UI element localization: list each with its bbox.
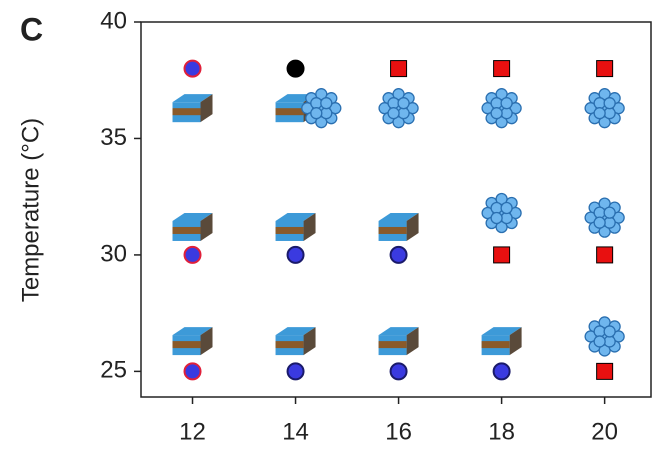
sponge-pore: [604, 207, 615, 218]
sponge-pore: [491, 212, 502, 223]
y-tick-label: 35: [100, 124, 127, 151]
sponge-pore: [491, 108, 502, 119]
y-tick-label: 25: [100, 357, 127, 384]
y-axis-label: Temperature (°C): [17, 118, 44, 302]
sponge-pore: [501, 98, 512, 109]
sponge-pore: [594, 108, 605, 119]
sponge-icon: [585, 317, 624, 356]
marker-circle: [185, 363, 201, 379]
x-tick-label: 16: [385, 418, 412, 445]
film-layer: [276, 227, 304, 234]
x-tick-label: 20: [591, 418, 618, 445]
film-icon: [379, 213, 419, 241]
film-icon: [482, 327, 522, 355]
film-icon: [379, 327, 419, 355]
x-tick-label: 12: [179, 418, 206, 445]
sponge-icon: [379, 89, 418, 128]
sponge-icon: [482, 193, 521, 232]
marker-circle: [185, 61, 201, 77]
marker-circle: [288, 363, 304, 379]
y-tick-label: 40: [100, 7, 127, 34]
film-icon: [173, 327, 213, 355]
x-tick-label: 18: [488, 418, 515, 445]
film-icon: [173, 94, 213, 122]
film-icon: [276, 213, 316, 241]
sponge-pore: [594, 98, 605, 109]
marker-circle: [391, 247, 407, 263]
film-layer: [276, 341, 304, 348]
film-icon: [276, 327, 316, 355]
marker-square: [597, 61, 613, 77]
panel-label: C: [20, 11, 43, 47]
film-layer: [173, 341, 201, 348]
film-layer: [173, 108, 201, 115]
sponge-pore: [594, 217, 605, 228]
sponge-pore: [604, 108, 615, 119]
film-layer: [379, 341, 407, 348]
sponge-icon: [302, 89, 341, 128]
sponge-pore: [501, 202, 512, 213]
marker-square: [597, 363, 613, 379]
sponge-icon: [585, 198, 624, 237]
marker-square: [494, 247, 510, 263]
film-layer: [379, 227, 407, 234]
film-icon: [173, 213, 213, 241]
sponge-pore: [398, 98, 409, 109]
film-layer: [276, 108, 304, 115]
sponge-icon: [482, 89, 521, 128]
film-layer: [482, 341, 510, 348]
marker-square: [391, 61, 407, 77]
marker-square: [597, 247, 613, 263]
chart: C Temperature (°C) 25 30 35 40 12 14 16 18 20: [0, 0, 654, 449]
marker-circle: [494, 363, 510, 379]
sponge-icon: [585, 89, 624, 128]
sponge-pore: [604, 326, 615, 337]
sponge-pore: [604, 98, 615, 109]
sponge-pore: [321, 98, 332, 109]
marker-circle: [185, 247, 201, 263]
sponge-pore: [594, 336, 605, 347]
sponge-pore: [388, 108, 399, 119]
marker-circle: [391, 363, 407, 379]
film-layer: [173, 227, 201, 234]
sponge-pore: [311, 108, 322, 119]
y-tick-label: 30: [100, 240, 127, 267]
marker-square: [494, 61, 510, 77]
marker-circle: [288, 61, 304, 77]
marker-circle: [288, 247, 304, 263]
x-tick-label: 14: [282, 418, 309, 445]
